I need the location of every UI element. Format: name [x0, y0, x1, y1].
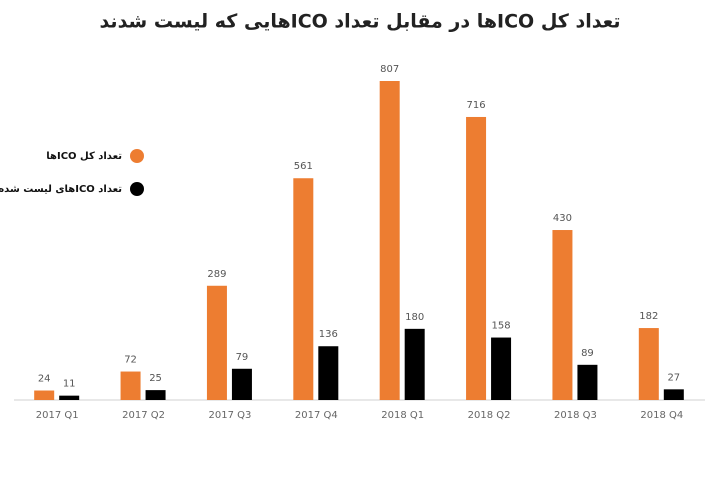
legend-marker	[130, 149, 144, 163]
value-label: 11	[63, 379, 76, 390]
value-label: 561	[294, 161, 313, 172]
x-tick-label: 2017 Q4	[295, 410, 338, 421]
bar	[231, 368, 252, 400]
bar	[120, 371, 141, 400]
bar	[404, 328, 425, 400]
value-label: 72	[124, 355, 137, 366]
bar	[638, 328, 659, 400]
value-label: 25	[149, 373, 162, 384]
bar	[145, 390, 166, 400]
bar	[59, 395, 80, 400]
bar	[379, 81, 400, 400]
x-tick-label: 2018 Q4	[640, 410, 683, 421]
value-label: 27	[667, 372, 680, 383]
legend-label: تعداد ICOهای لیست شده	[0, 184, 122, 195]
value-label: 24	[38, 374, 51, 385]
bar	[577, 364, 598, 400]
value-label: 807	[380, 64, 399, 75]
bar	[318, 346, 339, 400]
value-label: 89	[581, 348, 594, 359]
bar	[552, 230, 573, 400]
value-label: 716	[467, 100, 486, 111]
value-label: 136	[319, 329, 338, 340]
legend-label: تعداد کل ICOها	[46, 151, 122, 162]
bar	[206, 285, 227, 400]
x-tick-label: 2017 Q3	[209, 410, 252, 421]
bar	[466, 116, 487, 400]
x-tick-label: 2017 Q2	[122, 410, 165, 421]
x-tick-label: 2017 Q1	[36, 410, 79, 421]
bar	[293, 178, 314, 400]
chart-title: تعداد کل ICOها در مقابل تعداد ICOهایی که…	[99, 11, 620, 33]
value-label: 430	[553, 213, 572, 224]
x-tick-label: 2018 Q3	[554, 410, 597, 421]
x-tick-label: 2018 Q1	[381, 410, 424, 421]
x-tick-label: 2018 Q2	[468, 410, 511, 421]
value-label: 79	[236, 352, 249, 363]
bar	[663, 389, 684, 400]
bar	[491, 337, 512, 400]
value-label: 182	[639, 311, 658, 322]
legend-marker	[130, 182, 144, 196]
value-label: 180	[405, 312, 424, 323]
bar	[34, 390, 55, 400]
value-label: 289	[207, 269, 226, 280]
value-label: 158	[492, 321, 511, 332]
